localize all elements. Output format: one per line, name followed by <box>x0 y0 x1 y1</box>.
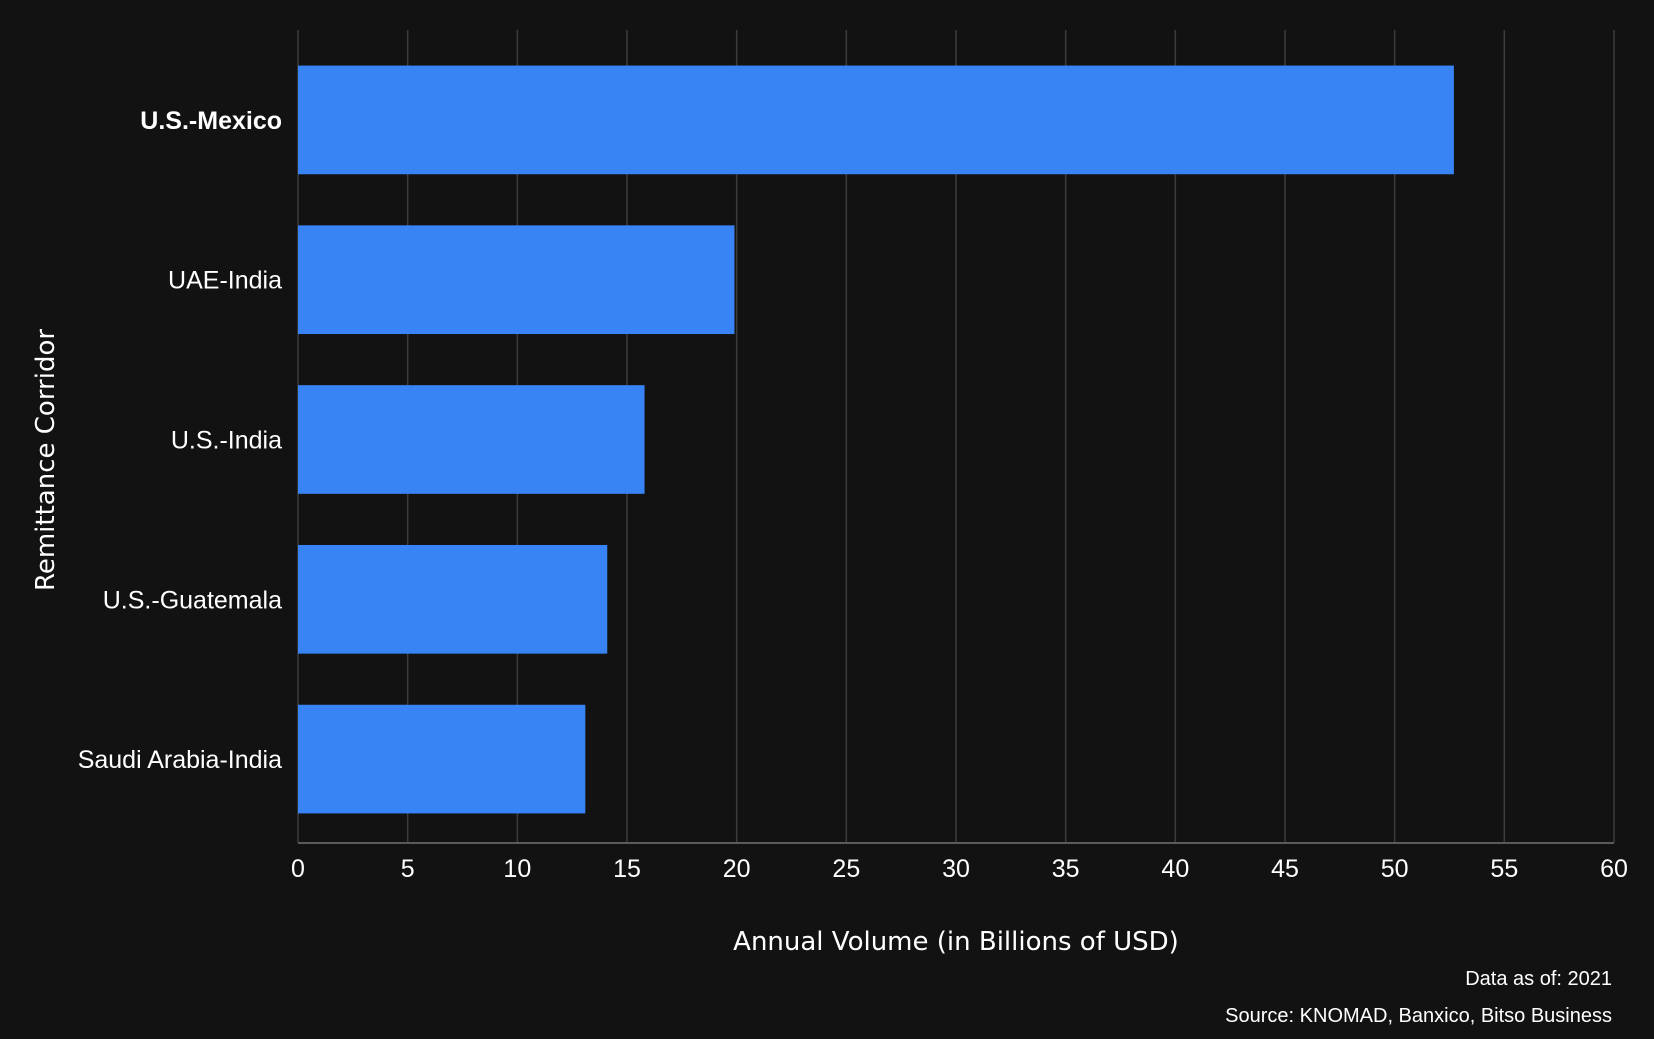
bar <box>298 385 645 494</box>
bar <box>298 544 608 654</box>
x-tick-label: 0 <box>291 855 305 883</box>
bar <box>298 65 1454 175</box>
category-labels: U.S.-Mexico UAE-India U.S.-India U.S.-Guate… <box>78 107 282 774</box>
y-axis-title: Remittance Corridor <box>31 329 61 591</box>
x-tick-label: 35 <box>1052 855 1080 883</box>
bar <box>298 704 586 814</box>
x-tick-label: 30 <box>942 855 970 883</box>
category-label: UAE-India <box>168 267 282 295</box>
category-label: Saudi Arabia-India <box>78 746 282 774</box>
x-tick-label: 10 <box>503 855 531 883</box>
x-tick-label: 15 <box>613 855 641 883</box>
data-as-of-note: Data as of: 2021 <box>1465 968 1612 990</box>
x-tick-label: 50 <box>1381 855 1409 883</box>
x-tick-label: 60 <box>1600 855 1628 883</box>
x-tick-labels: 0 5 10 15 20 25 30 35 40 45 50 55 60 <box>291 855 1628 883</box>
source-note: Source: KNOMAD, Banxico, Bitso Business <box>1225 1005 1612 1027</box>
x-axis-title: Annual Volume (in Billions of USD) <box>733 927 1179 957</box>
x-tick-label: 45 <box>1271 855 1299 883</box>
category-label: U.S.-Mexico <box>140 107 282 135</box>
x-tick-label: 20 <box>723 855 751 883</box>
x-tick-label: 25 <box>832 855 860 883</box>
category-label: U.S.-India <box>171 427 282 455</box>
x-tick-label: 5 <box>401 855 415 883</box>
bar <box>298 225 735 335</box>
category-label: U.S.-Guatemala <box>103 586 282 614</box>
x-tick-label: 40 <box>1161 855 1189 883</box>
x-tick-label: 55 <box>1490 855 1518 883</box>
bars <box>298 65 1454 814</box>
